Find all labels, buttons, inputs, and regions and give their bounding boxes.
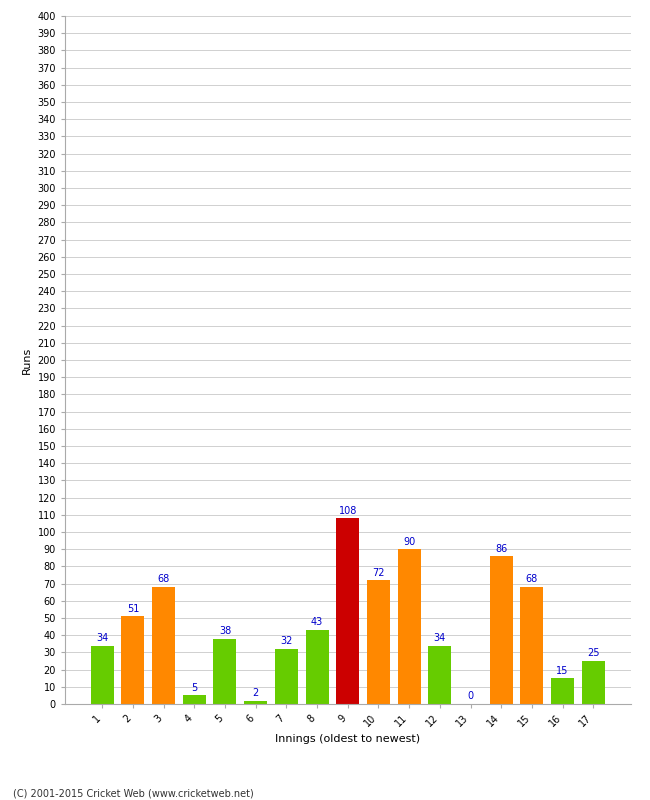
Bar — [244, 701, 267, 704]
Bar — [551, 678, 574, 704]
Bar — [336, 518, 359, 704]
Text: 72: 72 — [372, 567, 385, 578]
Bar — [91, 646, 114, 704]
Text: 68: 68 — [157, 574, 170, 585]
Bar — [183, 695, 206, 704]
Bar — [521, 587, 543, 704]
Text: 51: 51 — [127, 604, 139, 614]
Text: (C) 2001-2015 Cricket Web (www.cricketweb.net): (C) 2001-2015 Cricket Web (www.cricketwe… — [13, 788, 254, 798]
Text: 34: 34 — [434, 633, 446, 643]
Text: 0: 0 — [467, 691, 474, 702]
Text: 5: 5 — [191, 683, 198, 693]
Y-axis label: Runs: Runs — [22, 346, 32, 374]
Text: 43: 43 — [311, 618, 323, 627]
Bar — [275, 649, 298, 704]
Text: 86: 86 — [495, 543, 508, 554]
Bar — [122, 616, 144, 704]
Bar — [367, 580, 390, 704]
Bar — [489, 556, 513, 704]
X-axis label: Innings (oldest to newest): Innings (oldest to newest) — [275, 734, 421, 745]
Bar — [398, 549, 421, 704]
Text: 38: 38 — [219, 626, 231, 636]
Text: 34: 34 — [96, 633, 109, 643]
Text: 68: 68 — [526, 574, 538, 585]
Text: 2: 2 — [253, 688, 259, 698]
Bar — [428, 646, 451, 704]
Text: 90: 90 — [403, 537, 415, 546]
Text: 15: 15 — [556, 666, 569, 676]
Bar — [582, 661, 604, 704]
Text: 108: 108 — [339, 506, 357, 516]
Bar — [213, 638, 237, 704]
Bar — [306, 630, 328, 704]
Text: 25: 25 — [587, 649, 599, 658]
Bar — [152, 587, 175, 704]
Text: 32: 32 — [280, 636, 292, 646]
